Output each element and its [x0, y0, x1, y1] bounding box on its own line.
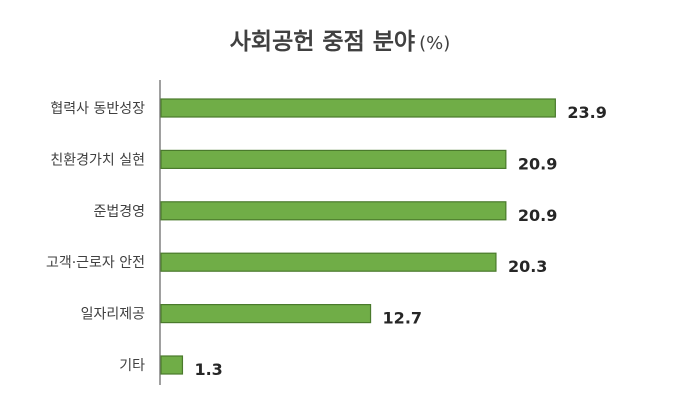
chart-unit-label: (%)	[419, 33, 451, 54]
category-label: 협력사 동반성장	[50, 101, 145, 117]
category-label: 친환경가치 실현	[50, 152, 145, 168]
category-label: 일자리제공	[81, 307, 146, 323]
bar	[160, 304, 372, 324]
data-label: 20.9	[518, 206, 557, 225]
bar	[160, 355, 184, 375]
data-label: 12.7	[383, 309, 422, 328]
category-label: 고객·근로자 안전	[46, 255, 145, 271]
chart-title: 사회공헌 중점 분야 (%)	[0, 22, 680, 56]
bar	[160, 252, 497, 272]
data-label: 20.3	[508, 257, 547, 276]
data-label: 20.9	[518, 154, 557, 173]
data-label: 23.9	[567, 103, 606, 122]
bar	[160, 149, 507, 169]
chart-title-text: 사회공헌 중점 분야	[229, 29, 416, 55]
bar	[160, 98, 556, 118]
category-label: 기타	[119, 358, 145, 374]
data-label: 1.3	[194, 360, 222, 379]
bar	[160, 201, 507, 221]
category-label: 준법경영	[93, 204, 145, 220]
